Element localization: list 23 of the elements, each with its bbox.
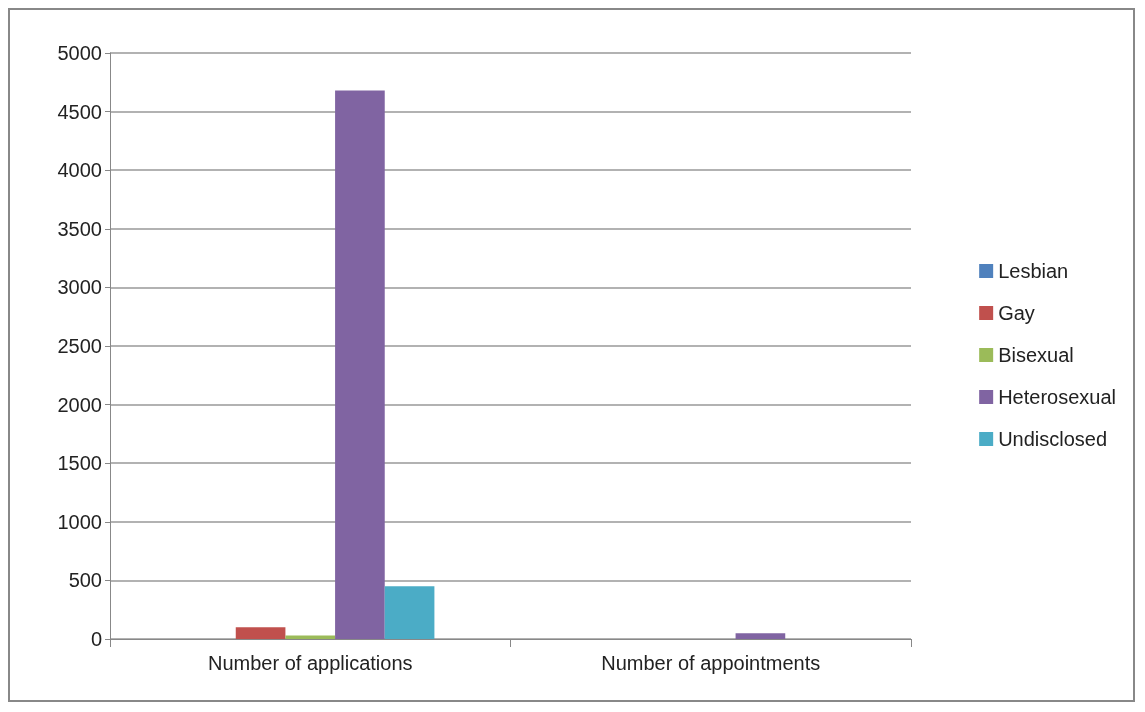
bar bbox=[235, 627, 286, 639]
x-tick-label: Number of applications bbox=[207, 652, 413, 674]
y-tick-label: 3500 bbox=[57, 217, 102, 240]
y-tick-label: 5000 bbox=[57, 42, 102, 64]
x-tick-label: Number of appointments bbox=[601, 652, 821, 674]
y-tick-label: 1500 bbox=[57, 452, 102, 475]
bar bbox=[735, 633, 786, 639]
y-tick-label: 500 bbox=[68, 569, 102, 592]
legend-label: Bisexual bbox=[998, 344, 1074, 366]
legend-label: Lesbian bbox=[998, 260, 1069, 282]
bar bbox=[384, 586, 435, 639]
y-tick-label: 4500 bbox=[57, 100, 102, 123]
y-tick-label: 1000 bbox=[57, 510, 102, 533]
y-tick-label: 2000 bbox=[57, 393, 102, 416]
legend-label: Heterosexual bbox=[998, 386, 1116, 408]
y-tick-label: 2500 bbox=[57, 335, 102, 357]
bar bbox=[335, 90, 385, 639]
y-tick-label: 0 bbox=[90, 628, 102, 650]
legend-label: Undisclosed bbox=[998, 428, 1108, 450]
y-tick-label: 3000 bbox=[57, 276, 102, 299]
bar bbox=[285, 635, 336, 639]
legend-label: Gay bbox=[998, 302, 1035, 324]
y-tick-label: 4000 bbox=[57, 159, 102, 182]
